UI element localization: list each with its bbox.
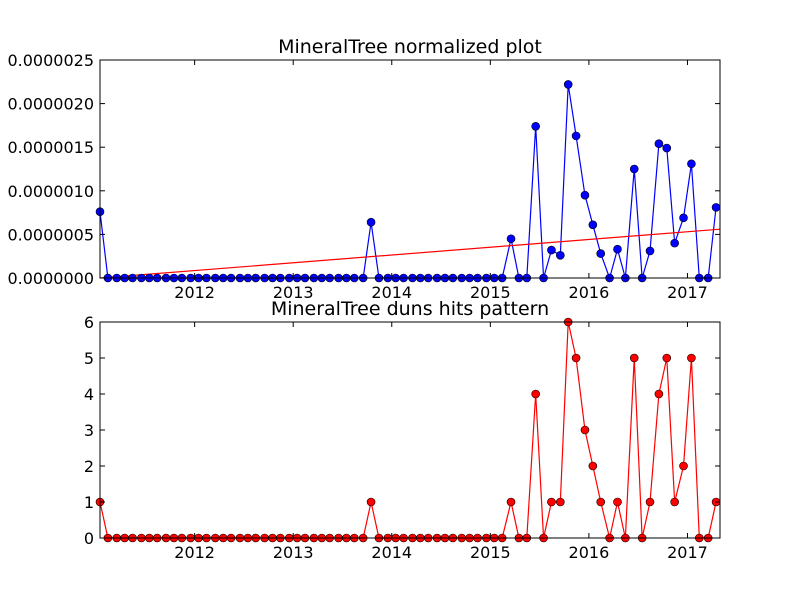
normalized-plot-x-tick-label: 2014 [371,283,412,302]
duns-hits-data-point [613,497,622,507]
normalized-plot-data-point [547,245,556,255]
normalized-plot-trend-line [99,228,721,279]
duns-hits-title: MineralTree duns hits pattern [271,298,549,320]
duns-hits-x-tick-label: 2012 [174,543,215,562]
duns-hits-y-tick-label: 3 [84,421,94,440]
normalized-plot-panel: MineralTree normalized plot 0.0000000 0.0… [7,36,721,302]
duns-hits-y-tick-label: 6 [84,313,94,332]
normalized-plot-data-point [531,121,540,131]
duns-hits-data-point [506,497,516,507]
duns-hits-data-point [580,425,590,435]
duns-hits-data-point [531,389,540,399]
duns-hits-y-tick-label: 1 [84,493,94,512]
duns-hits-data-point [670,497,679,507]
normalized-plot-x-tick-label: 2015 [470,283,511,302]
normalized-plot-data-point [629,164,639,174]
normalized-plot-data-point [506,234,516,244]
normalized-plot-data-point [679,213,688,223]
normalized-plot-data-point [580,190,590,200]
normalized-plot-data-point [571,131,581,141]
duns-hits-data-point [556,497,565,507]
duns-hits-data-point [596,497,606,507]
normalized-plot-y-tick-label: 0.0000015 [7,138,94,157]
duns-hits-frame [99,321,721,539]
normalized-plot-data-point [613,244,622,254]
duns-hits-data-point [654,389,664,399]
normalized-plot-data-point [654,139,664,149]
normalized-plot-data-point [662,143,672,153]
normalized-plot-x-tick-label: 2012 [174,283,215,302]
duns-hits-data-point [687,353,696,363]
normalized-plot-data-point [563,80,573,89]
duns-hits-data-point [366,497,376,507]
normalized-plot-data-point [687,159,696,169]
normalized-plot-data-point [645,246,655,256]
duns-hits-x-tick-label: 2017 [667,543,708,562]
duns-hits-data-point [629,353,639,363]
normalized-plot-x-axis: 2012 2013 2014 2015 2016 2017 [174,60,708,302]
duns-hits-data-point [571,353,581,363]
duns-hits-y-axis: 0 1 2 3 4 5 6 [84,313,720,548]
normalized-plot-x-tick-label: 2016 [569,283,610,302]
duns-hits-x-tick-label: 2014 [371,543,412,562]
normalized-plot-frame [99,59,721,279]
duns-hits-x-tick-label: 2016 [569,543,610,562]
duns-hits-data-point [662,353,672,363]
normalized-plot-y-tick-label: 0.0000020 [7,95,94,114]
duns-hits-data-point [679,461,688,471]
normalized-plot-data-point [588,220,598,230]
duns-hits-x-tick-label: 2015 [470,543,511,562]
duns-hits-y-tick-label: 2 [84,457,94,476]
normalized-plot-data-point [670,238,679,248]
duns-hits-data-point [547,497,556,507]
normalized-plot-y-tick-label: 0.0000000 [7,269,94,288]
normalized-plot-x-tick-label: 2013 [273,283,314,302]
normalized-plot-data-point [556,251,565,260]
duns-hits-panel: MineralTree duns hits pattern 0 1 2 3 4 5 6 20… [84,298,721,562]
duns-hits-y-tick-label: 4 [84,385,94,404]
duns-hits-data-point [588,461,598,471]
duns-hits-x-axis: 2012 2013 2014 2015 2016 2017 [174,322,708,562]
duns-hits-x-tick-label: 2013 [273,543,314,562]
duns-hits-y-tick-label: 5 [84,349,94,368]
normalized-plot-data-point [366,217,376,227]
normalized-plot-title: MineralTree normalized plot [278,36,542,58]
normalized-plot-y-tick-label: 0.0000005 [7,225,94,244]
normalized-plot-data-point [711,203,721,212]
duns-hits-data-point [645,497,655,507]
normalized-plot-y-tick-label: 0.0000025 [7,51,94,70]
normalized-plot-data-point [596,249,606,258]
normalized-plot-y-tick-label: 0.0000010 [7,182,94,201]
normalized-plot-x-tick-label: 2017 [667,283,708,302]
duns-hits-y-tick-label: 0 [84,529,94,548]
